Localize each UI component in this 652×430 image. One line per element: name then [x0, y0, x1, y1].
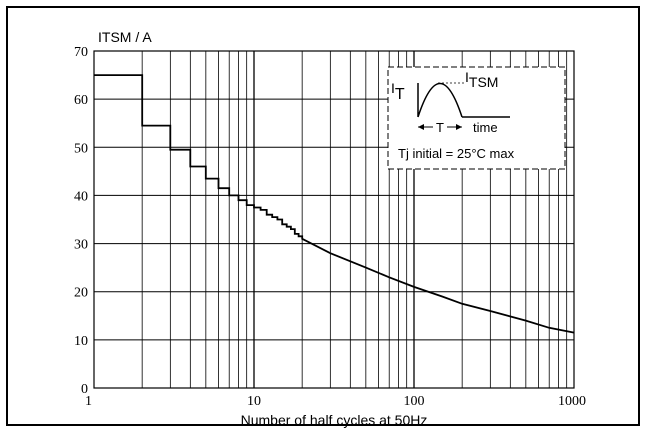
y-tick-label: 50 — [74, 141, 88, 156]
x-axis-label: Number of half cycles at 50Hz — [241, 412, 428, 428]
plot-area — [93, 50, 575, 389]
itsm-label: ITSM — [465, 69, 498, 90]
y-tick-label: 40 — [74, 189, 88, 204]
condition-label: Tj initial = 25°C max — [398, 146, 515, 161]
x-tick-label: 1000 — [558, 394, 586, 409]
y-tick-label: 70 — [74, 45, 88, 60]
period-arrow-left-head — [418, 124, 424, 130]
waveform-pulse — [417, 83, 510, 118]
y-axis-label: ITSM / A — [98, 29, 152, 45]
x-tick-label: 10 — [247, 394, 261, 409]
y-tick-label: 0 — [81, 382, 88, 397]
time-label: time — [473, 120, 498, 135]
x-tick-label: 100 — [404, 394, 425, 409]
waveform-inset: IT ITSM T time Tj initial = 25°C max — [387, 66, 566, 170]
y-tick-label: 20 — [74, 286, 88, 301]
y-tick-label: 10 — [74, 334, 88, 349]
period-arrow-right-head — [456, 124, 462, 130]
series-line — [94, 74, 575, 334]
x-tick-label: 1 — [85, 394, 92, 409]
y-tick-label: 30 — [74, 238, 88, 253]
x-tick-labels: 1 10 100 1000 — [85, 394, 586, 409]
period-label: T — [436, 120, 444, 135]
it-label: IT — [391, 80, 405, 103]
y-tick-labels: 0 10 20 30 40 50 60 70 — [74, 45, 88, 397]
y-tick-label: 60 — [74, 93, 88, 108]
